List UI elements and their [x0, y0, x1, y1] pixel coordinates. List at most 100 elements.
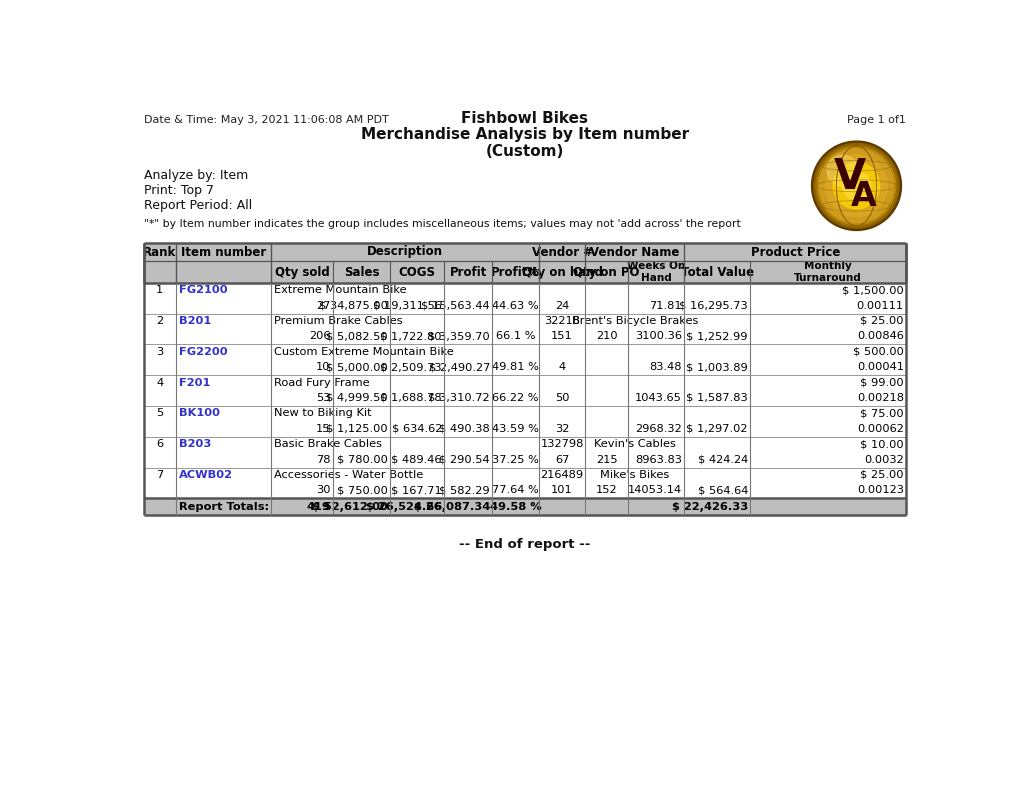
Text: 152: 152	[596, 486, 617, 495]
Text: Vendor Name: Vendor Name	[590, 245, 680, 259]
Text: $ 424.24: $ 424.24	[697, 455, 748, 464]
Circle shape	[825, 155, 888, 217]
Circle shape	[843, 172, 870, 199]
Text: 66.22 %: 66.22 %	[493, 393, 539, 403]
Text: $ 634.62: $ 634.62	[391, 424, 442, 433]
Text: "*" by Item number indicates the group includes miscellaneous items; values may : "*" by Item number indicates the group i…	[143, 218, 740, 229]
Text: 132798: 132798	[541, 439, 584, 449]
Text: 1: 1	[156, 285, 164, 295]
Text: 71.81: 71.81	[649, 301, 682, 311]
Text: $ 1,003.89: $ 1,003.89	[686, 362, 748, 372]
Text: $ 2,509.73: $ 2,509.73	[380, 362, 442, 372]
Text: 4: 4	[157, 377, 164, 388]
Text: 0.00218: 0.00218	[857, 393, 904, 403]
Text: 49.81 %: 49.81 %	[493, 362, 539, 372]
Text: New to Biking Kit: New to Biking Kit	[273, 408, 372, 418]
Text: 2968.32: 2968.32	[635, 424, 682, 433]
Text: $ 1,125.00: $ 1,125.00	[326, 424, 388, 433]
Text: 5: 5	[156, 408, 164, 418]
Text: FG2100: FG2100	[179, 285, 227, 295]
Circle shape	[816, 146, 897, 225]
Text: $ 750.00: $ 750.00	[337, 486, 388, 495]
Text: $ 500.00: $ 500.00	[853, 346, 904, 357]
Text: 83.48: 83.48	[649, 362, 682, 372]
Text: COGS: COGS	[398, 266, 435, 278]
Text: B201: B201	[179, 316, 211, 326]
Text: 78: 78	[315, 455, 331, 464]
Text: 50: 50	[555, 393, 569, 403]
Text: 32: 32	[555, 424, 569, 433]
Text: Description: Description	[367, 245, 443, 259]
Bar	[143, 498, 906, 516]
Text: Analyze by: Item: Analyze by: Item	[143, 169, 248, 182]
Text: Kevin's Cables: Kevin's Cables	[594, 439, 676, 449]
Text: 10: 10	[315, 362, 331, 372]
Text: $ 167.71: $ 167.71	[391, 486, 442, 495]
Text: 2: 2	[157, 316, 164, 326]
Text: Basic Brake Cables: Basic Brake Cables	[273, 439, 382, 449]
Text: $ 10.00: $ 10.00	[860, 439, 904, 449]
Text: 151: 151	[551, 331, 572, 341]
Text: 14053.14: 14053.14	[628, 486, 682, 495]
Text: Qty on PO: Qty on PO	[573, 266, 640, 278]
Text: $ 16,295.73: $ 16,295.73	[679, 301, 748, 311]
Circle shape	[834, 163, 880, 209]
Text: 216489: 216489	[541, 470, 584, 480]
Text: Merchandise Analysis by Item number: Merchandise Analysis by Item number	[360, 127, 689, 142]
Text: $ 780.00: $ 780.00	[337, 455, 388, 464]
Text: 101: 101	[551, 486, 572, 495]
Text: V: V	[835, 156, 866, 198]
Text: 37.25 %: 37.25 %	[493, 455, 539, 464]
Circle shape	[827, 155, 858, 186]
Text: Page 1 of1: Page 1 of1	[847, 115, 906, 124]
Text: 0.00062: 0.00062	[857, 424, 904, 433]
Text: Total Value: Total Value	[681, 266, 754, 278]
Text: Sales: Sales	[344, 266, 380, 278]
Text: $ 1,297.02: $ 1,297.02	[686, 424, 748, 433]
Text: 4: 4	[558, 362, 565, 372]
Text: $ 1,252.99: $ 1,252.99	[686, 331, 748, 341]
Text: 24: 24	[555, 301, 569, 311]
Text: 8963.83: 8963.83	[635, 455, 682, 464]
Text: 210: 210	[596, 331, 617, 341]
Text: B203: B203	[179, 439, 212, 449]
Circle shape	[812, 141, 901, 230]
Text: Premium Brake Cables: Premium Brake Cables	[273, 316, 402, 326]
Text: 0.00123: 0.00123	[857, 486, 904, 495]
Text: 30: 30	[315, 486, 331, 495]
Text: 32218: 32218	[544, 316, 580, 326]
Text: Report Totals:: Report Totals:	[179, 501, 269, 512]
Text: 27: 27	[315, 301, 331, 311]
Text: 6: 6	[157, 439, 164, 449]
Circle shape	[814, 143, 899, 228]
Text: $ 99.00: $ 99.00	[860, 377, 904, 388]
Text: $ 26,087.34: $ 26,087.34	[414, 501, 489, 512]
Text: $ 15,563.44: $ 15,563.44	[421, 301, 489, 311]
Text: 3100.36: 3100.36	[635, 331, 682, 341]
Circle shape	[819, 149, 894, 223]
Text: Print: Top 7: Print: Top 7	[143, 184, 213, 197]
Text: $ 3,359.70: $ 3,359.70	[428, 331, 489, 341]
Text: Vendor #: Vendor #	[531, 245, 593, 259]
Text: $ 19,311.56: $ 19,311.56	[373, 301, 442, 311]
Text: $ 3,310.72: $ 3,310.72	[428, 393, 489, 403]
Text: Custom Extreme Mountain Bike: Custom Extreme Mountain Bike	[273, 346, 454, 357]
Text: $ 1,500.00: $ 1,500.00	[842, 285, 904, 295]
Text: A: A	[851, 180, 878, 213]
Text: 53: 53	[315, 393, 331, 403]
Text: Product Price: Product Price	[751, 245, 840, 259]
Text: BK100: BK100	[179, 408, 220, 418]
Text: $ 290.54: $ 290.54	[439, 455, 489, 464]
Text: Profit: Profit	[450, 266, 487, 278]
Text: $ 22,426.33: $ 22,426.33	[672, 501, 748, 512]
Text: (Custom): (Custom)	[485, 145, 564, 160]
Text: FG2200: FG2200	[179, 346, 227, 357]
Text: F201: F201	[179, 377, 211, 388]
Text: 419: 419	[306, 501, 331, 512]
Text: 0.00111: 0.00111	[857, 301, 904, 311]
Text: $ 1,722.80: $ 1,722.80	[380, 331, 442, 341]
Text: $ 1,688.78: $ 1,688.78	[380, 393, 442, 403]
Text: $ 5,000.00: $ 5,000.00	[326, 362, 388, 372]
Text: Rank: Rank	[143, 245, 176, 259]
Text: 49.58 %: 49.58 %	[489, 501, 542, 512]
